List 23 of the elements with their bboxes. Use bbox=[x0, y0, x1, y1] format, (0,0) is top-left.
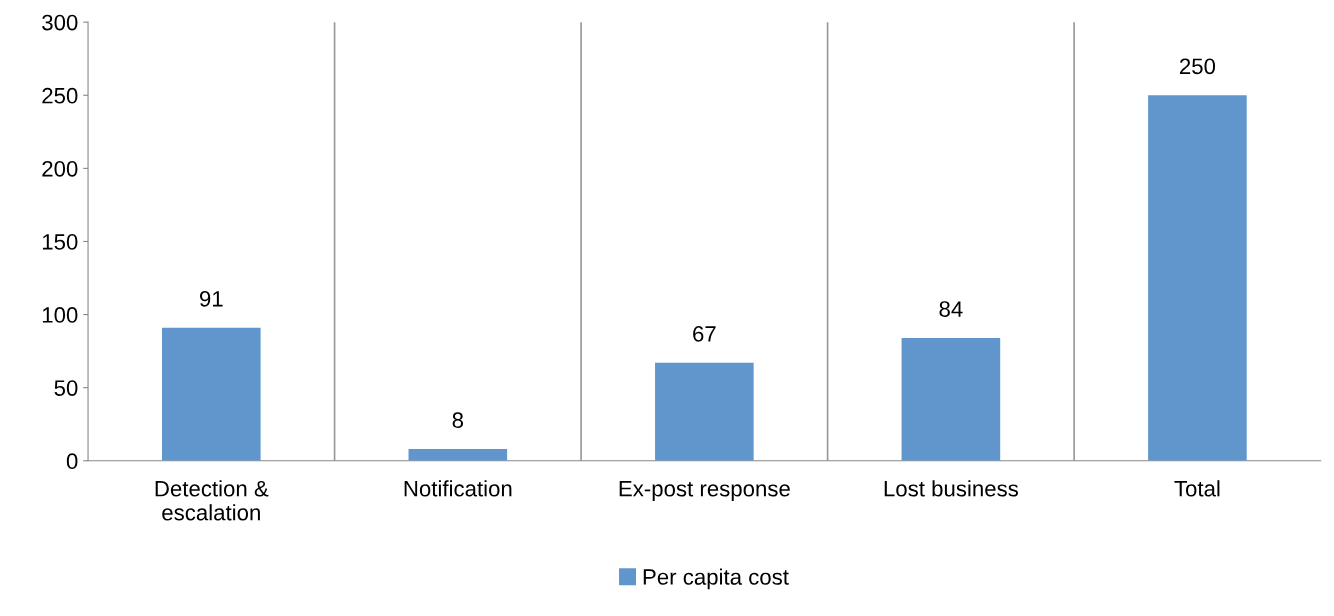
bar bbox=[901, 337, 1001, 461]
x-tick-label: Lost business bbox=[884, 480, 1019, 497]
y-tick-label: 50 bbox=[54, 380, 78, 396]
bar bbox=[408, 449, 508, 461]
y-tick-label: 250 bbox=[42, 87, 78, 104]
bar bbox=[655, 362, 754, 461]
y-tick-label: 200 bbox=[42, 160, 78, 177]
data-label: 67 bbox=[693, 326, 716, 342]
data-label: 8 bbox=[452, 412, 464, 429]
x-tick-label: Total bbox=[1174, 480, 1220, 497]
bar bbox=[1148, 95, 1247, 461]
data-label: 84 bbox=[939, 301, 963, 317]
data-label: 91 bbox=[199, 290, 223, 307]
y-tick-label: 100 bbox=[42, 307, 78, 323]
y-tick-label: 0 bbox=[66, 453, 78, 470]
data-label: 250 bbox=[1179, 58, 1216, 75]
y-tick-label: 150 bbox=[42, 234, 78, 250]
legend-label: Per capita cost bbox=[643, 568, 789, 590]
bar bbox=[162, 327, 261, 461]
x-tick-label: Notification bbox=[404, 480, 512, 497]
x-tick-label: Detection & escalation bbox=[155, 480, 269, 521]
y-tick-label: 300 bbox=[42, 14, 78, 31]
x-tick-label: Ex-post response bbox=[619, 481, 790, 501]
